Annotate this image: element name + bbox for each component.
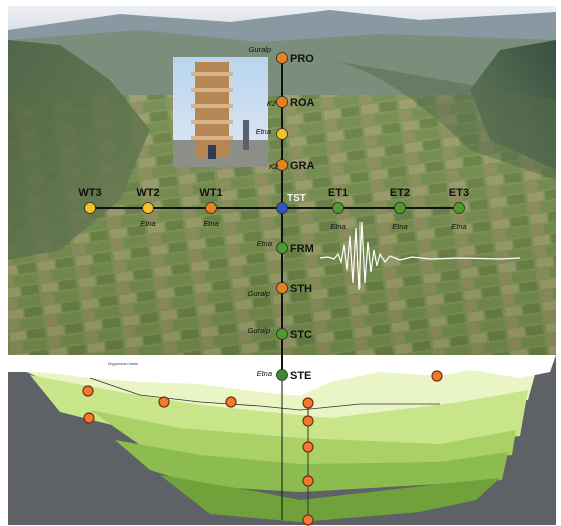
station-marker (394, 202, 406, 214)
instrument-label: Etna (451, 222, 466, 231)
station-label: PRO (290, 53, 314, 65)
station-et1: ET1 Etna (328, 187, 348, 231)
station-label: STE (290, 370, 311, 382)
instrument-label: Etna (257, 369, 272, 378)
station-marker (276, 369, 288, 381)
station-marker (453, 202, 465, 214)
station-wt3: WT3 (78, 187, 102, 214)
station-marker (276, 242, 288, 254)
seismogram-trace (319, 221, 521, 291)
borehole-marker (158, 396, 170, 408)
tower-photo (173, 57, 268, 167)
station-marker (276, 52, 288, 64)
station-label: ET1 (328, 187, 348, 199)
layer-4 (115, 440, 508, 492)
station-gra: GRA K2 (269, 159, 315, 172)
station-sth: STH Guralp (247, 282, 312, 298)
station-wt2: WT2 Etna (136, 187, 159, 228)
instrument-label: Etna (392, 222, 407, 231)
station-marker (276, 96, 288, 108)
station-roa: ROA K2 (267, 96, 315, 109)
station-label: STH (290, 283, 312, 295)
instrument-label: Etna (140, 219, 155, 228)
instrument-label: Etna (330, 222, 345, 231)
borehole-marker (82, 385, 94, 397)
station-ste: STE Etna (257, 369, 312, 382)
borehole-marker (302, 475, 314, 487)
station-pro: PRO Guralp (248, 45, 314, 65)
station-et3: ET3 Etna (449, 187, 469, 231)
station-marker (276, 202, 288, 214)
station-tst: TST (276, 193, 306, 214)
station-label: TST (287, 193, 306, 204)
station-unlabeled: Etna (256, 127, 288, 140)
station-label: ROA (290, 97, 315, 109)
borehole-marker (431, 370, 443, 382)
borehole-markers (82, 370, 443, 526)
station-label: GRA (290, 160, 315, 172)
station-label: WT3 (78, 187, 101, 199)
station-label: WT1 (199, 187, 222, 199)
station-et2: ET2 Etna (390, 187, 410, 231)
instrument-label: K2 (267, 99, 277, 108)
borehole-marker (225, 396, 237, 408)
layer-5 (160, 475, 500, 522)
station-marker (276, 128, 288, 140)
station-marker (276, 328, 288, 340)
borehole-marker (83, 412, 95, 424)
station-marker (142, 202, 154, 214)
station-marker (205, 202, 217, 214)
station-stc: STC Guralp (247, 326, 312, 341)
borehole-marker (302, 441, 314, 453)
station-label: WT2 (136, 187, 159, 199)
instrument-label: Guralp (247, 289, 270, 298)
instrument-label: Guralp (247, 326, 270, 335)
instrument-label: Etna (203, 219, 218, 228)
station-marker (276, 159, 288, 171)
station-marker (84, 202, 96, 214)
instrument-label: K2 (269, 162, 279, 171)
borehole-marker (302, 397, 314, 409)
layer-3 (90, 410, 516, 465)
section-caption: Mygdonian basin (108, 361, 138, 366)
station-label: STC (290, 329, 312, 341)
station-wt1: WT1 Etna (199, 187, 222, 228)
station-marker (332, 202, 344, 214)
instrument-label: Etna (257, 239, 272, 248)
station-marker (276, 282, 288, 294)
instrument-label: Guralp (248, 45, 271, 54)
borehole-marker (302, 514, 314, 526)
station-label: FRM (290, 243, 314, 255)
instrument-label: Etna (256, 127, 271, 136)
borehole-marker (302, 415, 314, 427)
station-frm: FRM Etna (257, 239, 314, 255)
station-label: ET3 (449, 187, 469, 199)
station-label: ET2 (390, 187, 410, 199)
